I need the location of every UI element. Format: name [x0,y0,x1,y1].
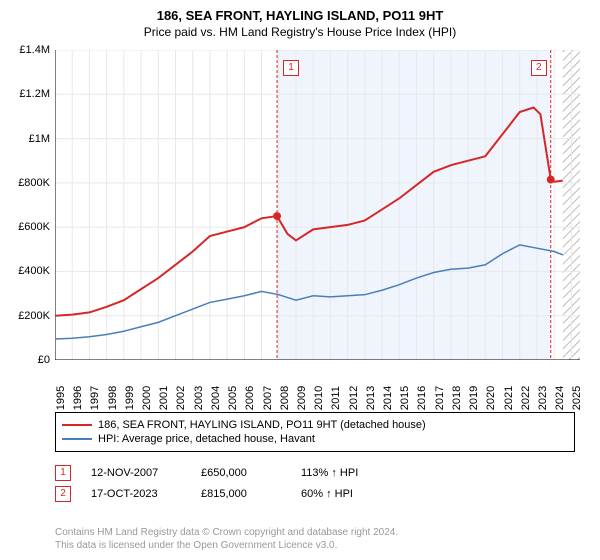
chart-svg [55,50,580,360]
sale-row: 1 12-NOV-2007 £650,000 113% ↑ HPI [55,465,358,481]
ytick-label: £1.4M [19,44,50,56]
footer: Contains HM Land Registry data © Crown c… [55,526,398,552]
xtick-label: 2022 [520,386,532,410]
sale-marker-icon: 2 [55,486,71,502]
xtick-label: 2005 [227,386,239,410]
xtick-label: 2000 [141,386,153,410]
xtick-label: 2025 [571,386,583,410]
xtick-label: 2002 [175,386,187,410]
ytick-label: £1M [29,133,50,145]
xtick-label: 2015 [399,386,411,410]
xtick-label: 2020 [485,386,497,410]
footer-line: Contains HM Land Registry data © Crown c… [55,526,398,539]
xtick-label: 1998 [107,386,119,410]
ytick-label: £200K [18,310,50,322]
xtick-label: 2017 [434,386,446,410]
legend-item: 186, SEA FRONT, HAYLING ISLAND, PO11 9HT… [62,419,568,431]
xtick-label: 2024 [554,386,566,410]
xtick-label: 1997 [89,386,101,410]
xtick-label: 2008 [279,386,291,410]
xtick-label: 2001 [158,386,170,410]
sale-pct: 113% ↑ HPI [301,467,358,479]
xtick-label: 2018 [451,386,463,410]
sale-marker-box: 2 [531,60,547,76]
xtick-label: 2016 [416,386,428,410]
xtick-label: 2010 [313,386,325,410]
sale-date: 17-OCT-2023 [91,488,181,500]
sale-marker-icon: 1 [55,465,71,481]
xtick-label: 1999 [124,386,136,410]
xtick-label: 2009 [296,386,308,410]
xtick-label: 2019 [468,386,480,410]
chart-container: 186, SEA FRONT, HAYLING ISLAND, PO11 9HT… [0,0,600,560]
xtick-label: 1996 [72,386,84,410]
chart-subtitle: Price paid vs. HM Land Registry's House … [0,23,600,39]
ytick-label: £600K [18,221,50,233]
legend-item: HPI: Average price, detached house, Hava… [62,433,568,445]
sale-marker-box: 1 [283,60,299,76]
xtick-label: 2006 [244,386,256,410]
legend-swatch [62,424,92,426]
sale-price: £650,000 [201,467,281,479]
ytick-label: £0 [38,354,50,366]
xtick-label: 2003 [193,386,205,410]
legend: 186, SEA FRONT, HAYLING ISLAND, PO11 9HT… [55,412,575,452]
xtick-label: 1995 [55,386,67,410]
ytick-label: £400K [18,265,50,277]
xtick-label: 2007 [262,386,274,410]
xtick-label: 2004 [210,386,222,410]
legend-swatch [62,438,92,440]
chart-title: 186, SEA FRONT, HAYLING ISLAND, PO11 9HT [0,0,600,23]
ytick-label: £800K [18,177,50,189]
xtick-label: 2012 [348,386,360,410]
xtick-label: 2013 [365,386,377,410]
sale-date: 12-NOV-2007 [91,467,181,479]
sales-table: 1 12-NOV-2007 £650,000 113% ↑ HPI 2 17-O… [55,460,358,507]
sale-row: 2 17-OCT-2023 £815,000 60% ↑ HPI [55,486,358,502]
legend-label: 186, SEA FRONT, HAYLING ISLAND, PO11 9HT… [98,419,426,431]
ytick-label: £1.2M [19,88,50,100]
sale-pct: 60% ↑ HPI [301,488,353,500]
xtick-label: 2023 [537,386,549,410]
xtick-label: 2011 [330,386,342,410]
footer-line: This data is licensed under the Open Gov… [55,539,398,552]
legend-label: HPI: Average price, detached house, Hava… [98,433,315,445]
xtick-label: 2014 [382,386,394,410]
sale-price: £815,000 [201,488,281,500]
xtick-label: 2021 [503,386,515,410]
